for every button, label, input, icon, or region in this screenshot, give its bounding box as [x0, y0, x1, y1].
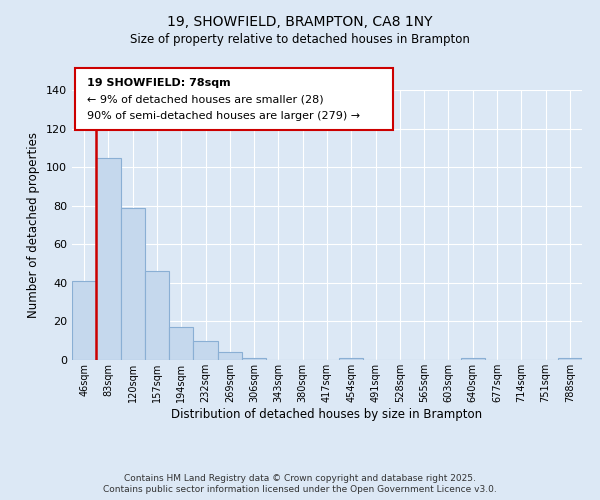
- Bar: [121, 208, 145, 360]
- Text: Contains HM Land Registry data © Crown copyright and database right 2025.: Contains HM Land Registry data © Crown c…: [124, 474, 476, 483]
- Bar: [218, 352, 242, 360]
- Text: ← 9% of detached houses are smaller (28): ← 9% of detached houses are smaller (28): [87, 94, 323, 104]
- Bar: [558, 358, 582, 360]
- Bar: [339, 358, 364, 360]
- Text: 19, SHOWFIELD, BRAMPTON, CA8 1NY: 19, SHOWFIELD, BRAMPTON, CA8 1NY: [167, 15, 433, 29]
- Bar: [72, 281, 96, 360]
- Text: 19 SHOWFIELD: 78sqm: 19 SHOWFIELD: 78sqm: [87, 78, 230, 88]
- Bar: [461, 358, 485, 360]
- Bar: [193, 340, 218, 360]
- Bar: [169, 327, 193, 360]
- Text: Size of property relative to detached houses in Brampton: Size of property relative to detached ho…: [130, 32, 470, 46]
- Bar: [242, 358, 266, 360]
- X-axis label: Distribution of detached houses by size in Brampton: Distribution of detached houses by size …: [172, 408, 482, 420]
- Y-axis label: Number of detached properties: Number of detached properties: [28, 132, 40, 318]
- Bar: [145, 272, 169, 360]
- Text: Contains public sector information licensed under the Open Government Licence v3: Contains public sector information licen…: [103, 485, 497, 494]
- Text: 90% of semi-detached houses are larger (279) →: 90% of semi-detached houses are larger (…: [87, 111, 360, 121]
- Bar: [96, 158, 121, 360]
